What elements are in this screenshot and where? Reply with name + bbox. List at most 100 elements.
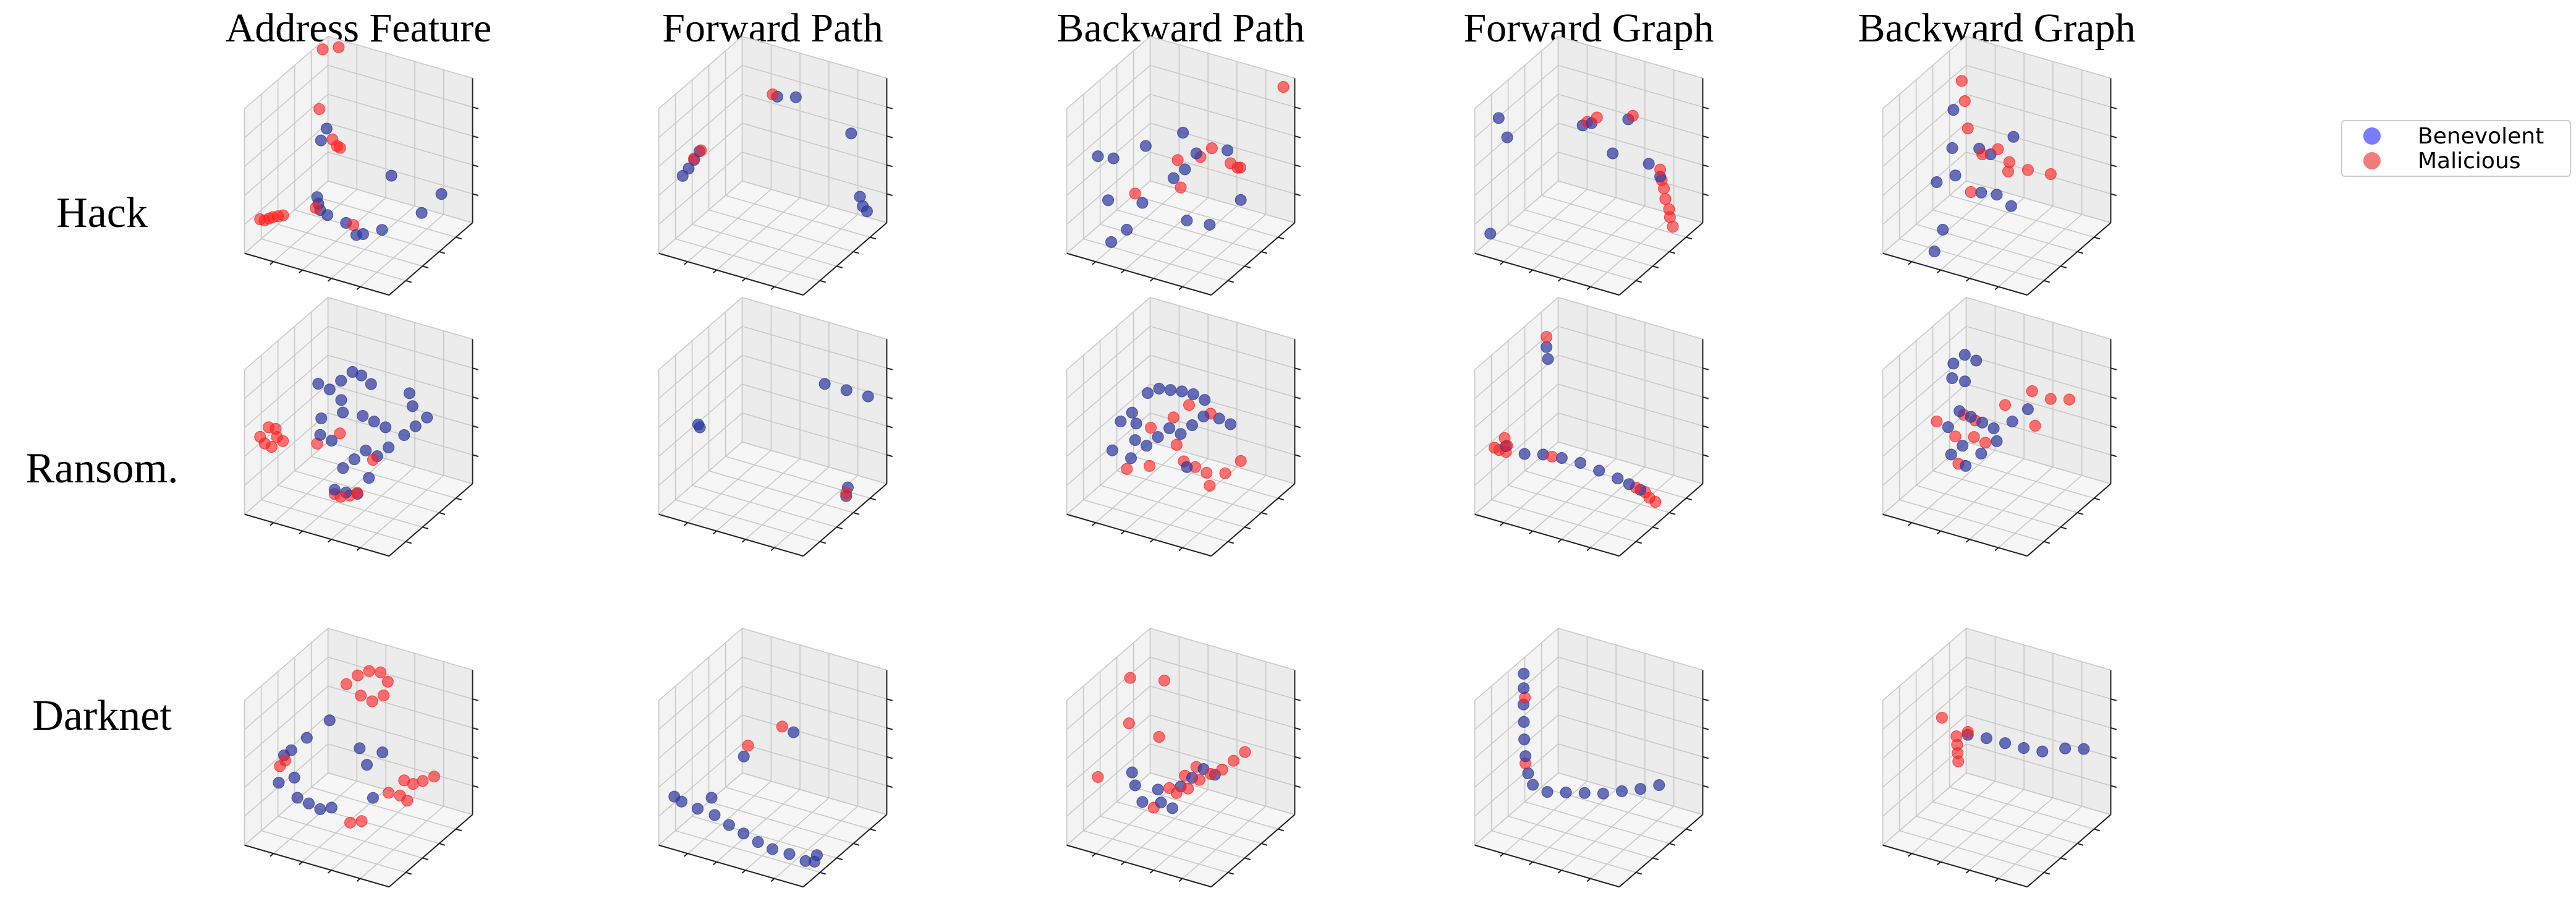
malicious-point — [1205, 767, 1217, 780]
pane-floor — [1882, 181, 2111, 296]
benevolent-point — [406, 400, 419, 412]
gridline — [687, 780, 772, 854]
gridline — [311, 456, 456, 499]
benevolent-point — [1946, 372, 1958, 384]
gridline — [1558, 383, 1703, 427]
z-tick — [886, 106, 893, 109]
y-tick — [1228, 280, 1235, 283]
y-tick — [439, 843, 446, 846]
pane-floor — [1474, 442, 1703, 557]
benevolent-point — [361, 759, 373, 771]
legend-item-malicious: Malicious — [2351, 148, 2521, 174]
y-tick — [820, 280, 827, 283]
benevolent-point — [1092, 150, 1104, 163]
benevolent-point — [421, 411, 433, 424]
z-tick — [2111, 106, 2117, 109]
gridline — [360, 475, 444, 549]
gridline — [1474, 65, 1559, 139]
gridline — [1966, 325, 2111, 369]
benevolent-point — [1555, 452, 1568, 464]
benevolent-point — [1541, 341, 1553, 353]
benevolent-point — [1980, 732, 1992, 745]
y-tick — [870, 497, 877, 501]
benevolent-point — [1947, 104, 1960, 116]
benevolent-point — [1175, 428, 1187, 440]
gridline — [1949, 787, 2094, 830]
benevolent-point — [350, 229, 362, 241]
benevolent-point — [368, 416, 380, 428]
gridline — [1532, 789, 1617, 863]
gridline — [742, 64, 887, 108]
gridline — [244, 743, 329, 817]
malicious-point — [1958, 95, 1971, 107]
x-tick — [684, 261, 689, 265]
benevolent-point — [1181, 215, 1193, 227]
z-tick — [1702, 106, 1709, 109]
y-tick — [2060, 857, 2067, 861]
benevolent-point — [323, 714, 336, 727]
gridline — [1100, 816, 1245, 859]
gridline — [278, 485, 423, 528]
x-tick — [1937, 530, 1941, 535]
gridline — [1116, 209, 1262, 252]
benevolent-point — [1987, 422, 2000, 434]
y-tick — [870, 828, 877, 832]
malicious-point — [1175, 181, 1187, 194]
gridline — [244, 93, 329, 167]
malicious-point — [2044, 168, 2057, 180]
gridline — [328, 93, 473, 137]
pane-right — [328, 36, 473, 223]
benevolent-point — [840, 384, 852, 396]
pane-right — [742, 36, 887, 223]
malicious-point — [1234, 161, 1246, 174]
z-tick — [1702, 454, 1709, 458]
y-tick — [2044, 541, 2051, 544]
z-tick — [2111, 756, 2117, 759]
y-tick — [439, 512, 446, 515]
z-tick — [1702, 396, 1709, 400]
gridline — [742, 441, 887, 484]
z-tick — [472, 367, 479, 370]
gridline — [1508, 485, 1653, 528]
benevolent-point — [1527, 779, 1539, 791]
gridline — [273, 780, 357, 854]
benevolent-point — [1105, 236, 1118, 248]
y-tick — [1278, 497, 1285, 501]
malicious-point — [347, 219, 359, 231]
gridline — [1558, 297, 1703, 340]
benevolent-point — [675, 795, 687, 808]
benevolent-point — [325, 434, 338, 447]
x-tick — [1937, 861, 1941, 866]
gridline — [742, 383, 887, 427]
gridline — [1066, 383, 1151, 457]
y-tick — [820, 871, 827, 875]
malicious-point — [1235, 455, 1247, 467]
y-tick — [1652, 857, 1659, 861]
malicious-point — [1167, 411, 1180, 424]
malicious-point — [2026, 385, 2038, 397]
gridline — [1124, 197, 1209, 271]
benevolent-point — [363, 472, 375, 484]
gridline — [692, 816, 837, 859]
z-tick — [472, 193, 479, 197]
x-axis — [1474, 844, 1620, 888]
benevolent-point — [1518, 682, 1530, 694]
benevolent-point — [1129, 434, 1141, 447]
gridline — [1882, 685, 1967, 759]
gridline — [658, 152, 743, 225]
benevolent-point — [1541, 785, 1554, 798]
gridline — [1949, 195, 2094, 238]
x-tick — [684, 853, 689, 857]
malicious-point — [344, 816, 356, 829]
pane-floor — [658, 442, 887, 557]
gridline — [742, 325, 887, 369]
z-tick — [2111, 193, 2117, 197]
x-tick — [327, 870, 332, 874]
benevolent-point — [692, 418, 704, 430]
y-axis — [2026, 814, 2112, 887]
malicious-point — [1541, 331, 1553, 343]
z-tick — [472, 425, 479, 429]
benevolent-point — [1186, 419, 1198, 432]
gridline — [1541, 195, 1686, 238]
z-tick — [1294, 135, 1301, 139]
